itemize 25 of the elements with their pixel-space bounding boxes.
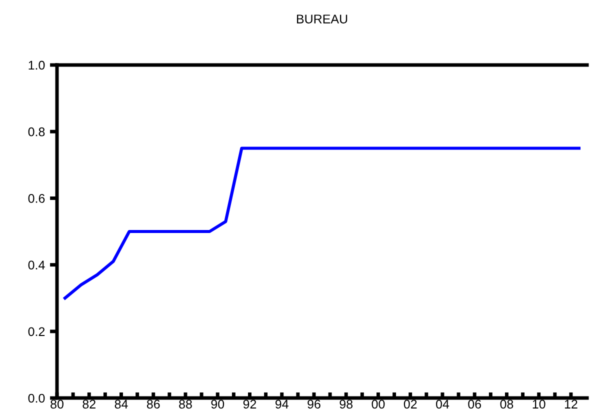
x-tick-label: 06	[468, 400, 481, 409]
y-tick-label: 0.6	[28, 194, 45, 203]
x-tick-label: 94	[275, 400, 288, 409]
x-tick-label: 82	[82, 400, 96, 409]
line-series	[64, 146, 581, 300]
chart-title: BUREAU	[296, 14, 348, 24]
x-tick-label: 10	[532, 400, 546, 409]
x-tick-label: 90	[211, 400, 224, 409]
x-tick-label: 08	[500, 400, 514, 409]
y-tick-label: 0.0	[28, 394, 45, 403]
x-tick-label: 04	[436, 400, 450, 409]
y-tick-label: 1.0	[28, 60, 45, 70]
x-tick-label: 88	[179, 400, 192, 409]
x-tick-label: 96	[308, 400, 320, 409]
x-tick-label: 98	[340, 400, 353, 409]
y-tick-label: 0.2	[28, 327, 45, 336]
x-tick-label: 00	[372, 400, 385, 409]
x-tick-label: 12	[564, 400, 578, 408]
y-tick-label: 0.4	[28, 260, 45, 270]
x-tick-label: 02	[404, 400, 417, 409]
x-tick-label: 86	[146, 400, 160, 409]
y-tick-label: 0.8	[28, 127, 45, 136]
x-tick-label: 84	[114, 400, 128, 409]
x-tick-label: 92	[243, 400, 256, 409]
x-tick-label: 80	[50, 400, 64, 409]
